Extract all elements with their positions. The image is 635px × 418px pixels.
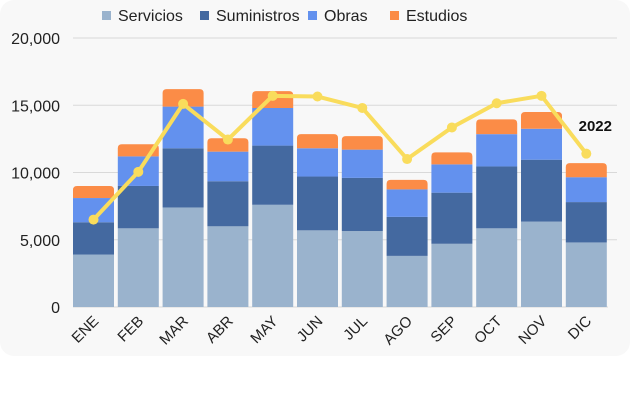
- legend-label-estudios: Estudios: [406, 8, 467, 25]
- bar-segment-suministros: [521, 159, 562, 222]
- line-series-2022: [92, 93, 588, 221]
- line-point: [446, 122, 457, 133]
- line-point: [88, 214, 99, 225]
- bar-segment-servicios: [386, 255, 428, 307]
- bar-segment-suministros: [297, 176, 338, 231]
- legend-swatch-servicios: [102, 11, 111, 20]
- bar-segment-estudios: [73, 185, 114, 199]
- bar-segment-suministros: [73, 222, 114, 255]
- y-tick-label: 0: [51, 300, 60, 317]
- bar-segment-obras: [341, 149, 383, 178]
- bar-segment-obras: [386, 189, 428, 217]
- bar-segment-servicios: [565, 242, 607, 307]
- bar-segment-servicios: [207, 226, 249, 307]
- bar-segment-suministros: [476, 166, 518, 229]
- bar-segment-estudios: [476, 119, 518, 135]
- bar-segment-estudios: [297, 134, 338, 149]
- line-point: [536, 90, 547, 101]
- line-point: [267, 90, 278, 101]
- legend-swatch-estudios: [390, 11, 399, 20]
- bar-segment-servicios: [341, 231, 383, 307]
- bar-segment-suministros: [386, 216, 428, 256]
- line-point: [581, 148, 592, 159]
- line-point: [178, 98, 189, 109]
- line-point: [402, 154, 413, 165]
- bar-segment-estudios: [431, 152, 473, 165]
- bar-segment-estudios: [565, 163, 607, 178]
- bar-segment-obras: [252, 107, 294, 146]
- bar-segment-servicios: [73, 254, 114, 307]
- bar-segment-servicios: [476, 228, 518, 307]
- line-point: [222, 134, 233, 145]
- bar-segment-suministros: [431, 192, 473, 244]
- bar-segment-estudios: [207, 138, 249, 152]
- bar-segment-servicios: [431, 243, 473, 307]
- bar-segment-servicios: [117, 228, 159, 307]
- bar-segment-estudios: [162, 89, 204, 107]
- legend-label-suministros: Suministros: [216, 8, 300, 25]
- line-point: [357, 102, 368, 113]
- y-tick-label: 15,000: [11, 98, 60, 115]
- bar-segment-servicios: [297, 230, 338, 307]
- bar-segment-suministros: [252, 145, 294, 205]
- bar-segment-suministros: [565, 202, 607, 243]
- bar-segment-suministros: [162, 148, 204, 208]
- bar-segment-obras: [521, 128, 562, 160]
- bar-segment-obras: [476, 134, 518, 167]
- bar-segment-obras: [565, 177, 607, 203]
- line-series-label: 2022: [579, 118, 612, 135]
- line-point: [133, 166, 144, 177]
- line-point: [312, 91, 323, 102]
- bar-segment-suministros: [341, 177, 383, 232]
- bar-segment-obras: [431, 164, 473, 193]
- bar-segment-suministros: [207, 181, 249, 227]
- bar-segment-estudios: [386, 179, 428, 190]
- bar-segment-obras: [207, 151, 249, 182]
- legend-label-servicios: Servicios: [118, 8, 183, 25]
- bar-segment-estudios: [341, 136, 383, 150]
- bar-segment-servicios: [252, 204, 294, 307]
- y-tick-label: 5,000: [20, 233, 60, 250]
- y-tick-label: 10,000: [11, 166, 60, 183]
- y-tick-label: 20,000: [11, 31, 60, 48]
- legend-swatch-obras: [308, 11, 317, 20]
- legend-label-obras: Obras: [324, 8, 368, 25]
- bar-segment-estudios: [521, 111, 562, 129]
- bar-segment-suministros: [117, 185, 159, 229]
- line-point: [491, 98, 502, 109]
- bar-segment-obras: [297, 148, 338, 177]
- legend-swatch-suministros: [200, 11, 209, 20]
- bar-segment-servicios: [521, 221, 562, 307]
- bar-segment-servicios: [162, 207, 204, 307]
